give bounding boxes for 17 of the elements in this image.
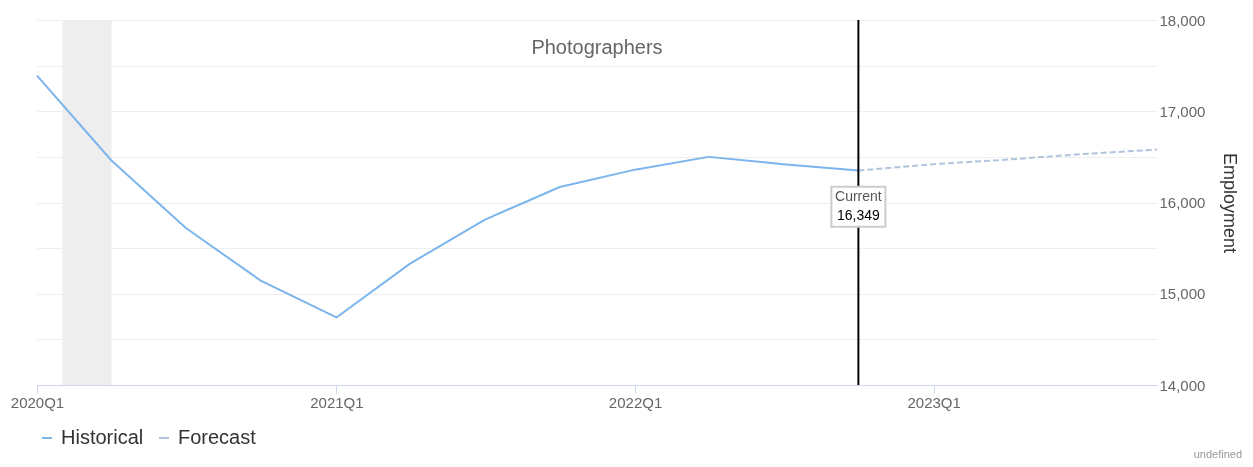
y-tick-label: 14,000 (1159, 376, 1206, 394)
text: Photographers (531, 36, 663, 58)
legend-label: Historical (61, 426, 144, 448)
ref-line-label: Current (835, 187, 882, 204)
y-tick-label: 18,000 (1159, 11, 1206, 29)
y-tick-label: 15,000 (1159, 285, 1206, 303)
y-tick-label: 17,000 (1159, 102, 1206, 120)
x-tick-label: 2021Q1 (310, 393, 364, 411)
line-series (857, 148, 1158, 172)
x-tick-label: 2022Q1 (608, 393, 663, 411)
text: undefined (1193, 448, 1242, 460)
x-tick-label: 2020Q1 (10, 393, 65, 411)
y-tick-label: 16,000 (1159, 194, 1206, 211)
x-tick-label: 2023Q1 (907, 393, 961, 411)
annotation: 16,349 (836, 206, 881, 223)
y-axis-title: Employment (1220, 152, 1241, 254)
legend-label: Forecast (178, 426, 257, 448)
